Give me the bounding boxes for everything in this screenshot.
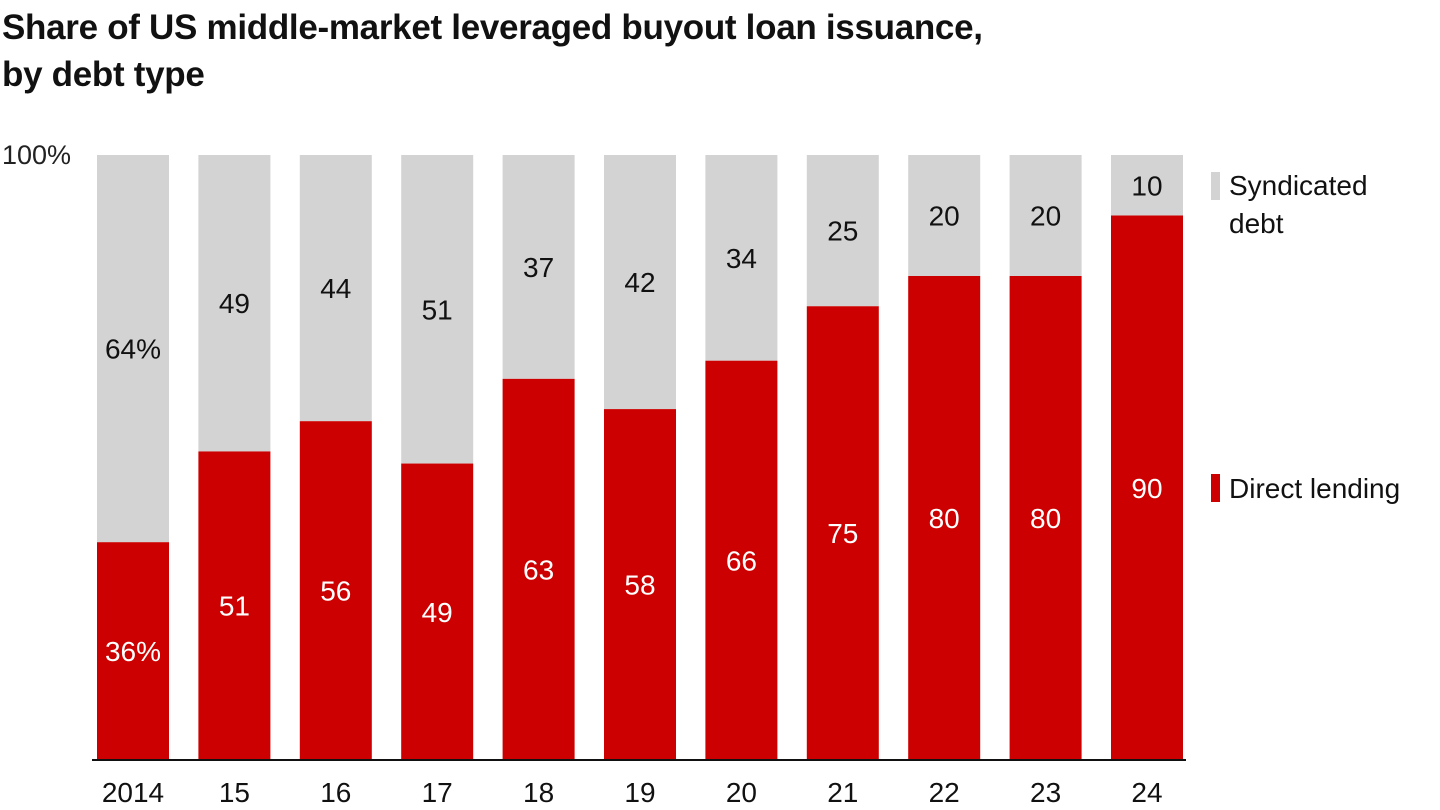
bar-syndicated-22 bbox=[908, 155, 981, 276]
chart-title-line-2: by debt type bbox=[2, 55, 205, 94]
label-direct-lending-2014: 36% bbox=[105, 636, 161, 667]
legend-label-syndicated-line-1: Syndicated bbox=[1229, 170, 1368, 201]
bars-group: 64% 36% 49 51 44 56 51 49 37 63 42 58 34 66 25 75 20 80 20… bbox=[97, 155, 1183, 760]
x-tick-16: 16 bbox=[320, 777, 351, 808]
label-syndicated-22: 20 bbox=[929, 201, 960, 232]
chart-title: Share of US middle-market leveraged buyo… bbox=[2, 4, 983, 98]
chart-title-line-1: Share of US middle-market leveraged buyo… bbox=[2, 8, 983, 47]
legend-swatch-direct-lending bbox=[1211, 474, 1220, 502]
bar-direct-lending-20 bbox=[705, 360, 778, 760]
bar-syndicated-21 bbox=[806, 155, 879, 307]
label-direct-lending-19: 58 bbox=[624, 570, 655, 601]
bar-direct-lending-15 bbox=[198, 451, 271, 760]
label-direct-lending-17: 49 bbox=[422, 597, 453, 628]
bar-syndicated-15 bbox=[198, 155, 271, 452]
bar-direct-lending-18 bbox=[502, 378, 575, 760]
bar-syndicated-2014 bbox=[97, 155, 169, 543]
x-tick-15: 15 bbox=[219, 777, 250, 808]
x-tick-19: 19 bbox=[624, 777, 655, 808]
label-direct-lending-16: 56 bbox=[320, 576, 351, 607]
label-direct-lending-20: 66 bbox=[726, 545, 757, 576]
label-syndicated-15: 49 bbox=[219, 288, 250, 319]
label-syndicated-21: 25 bbox=[827, 216, 858, 247]
bar-direct-lending-23 bbox=[1009, 276, 1082, 760]
legend-label-syndicated-line-2: debt bbox=[1229, 208, 1284, 239]
label-direct-lending-24: 90 bbox=[1131, 473, 1162, 504]
legend-label-direct-lending: Direct lending bbox=[1229, 473, 1400, 504]
bar-syndicated-18 bbox=[502, 155, 575, 379]
bar-syndicated-23 bbox=[1009, 155, 1082, 276]
label-syndicated-2014: 64% bbox=[105, 334, 161, 365]
x-tick-23: 23 bbox=[1030, 777, 1061, 808]
bar-syndicated-24 bbox=[1111, 155, 1183, 216]
label-syndicated-24: 10 bbox=[1131, 170, 1162, 201]
y-axis-top-label: 100% bbox=[2, 140, 71, 170]
label-syndicated-16: 44 bbox=[320, 273, 351, 304]
x-tick-22: 22 bbox=[929, 777, 960, 808]
label-syndicated-17: 51 bbox=[422, 294, 453, 325]
bar-direct-lending-24 bbox=[1111, 215, 1183, 760]
label-syndicated-20: 34 bbox=[726, 243, 757, 274]
bar-direct-lending-17 bbox=[401, 463, 474, 760]
bar-direct-lending-16 bbox=[299, 421, 372, 760]
bar-direct-lending-22 bbox=[908, 276, 981, 760]
x-tick-21: 21 bbox=[827, 777, 858, 808]
x-tick-20: 20 bbox=[726, 777, 757, 808]
legend-swatch-syndicated bbox=[1211, 172, 1220, 200]
label-syndicated-18: 37 bbox=[523, 252, 554, 283]
bar-direct-lending-19 bbox=[604, 409, 676, 760]
x-tick-24: 24 bbox=[1131, 777, 1162, 808]
label-direct-lending-15: 51 bbox=[219, 591, 250, 622]
bar-direct-lending-21 bbox=[806, 306, 879, 760]
bar-syndicated-17 bbox=[401, 155, 474, 464]
label-direct-lending-21: 75 bbox=[827, 518, 858, 549]
legend: Syndicated debt Direct lending bbox=[1211, 170, 1400, 504]
bar-syndicated-19 bbox=[604, 155, 676, 410]
x-tick-2014: 2014 bbox=[102, 777, 164, 808]
label-syndicated-19: 42 bbox=[624, 267, 655, 298]
label-syndicated-23: 20 bbox=[1030, 201, 1061, 232]
bar-syndicated-16 bbox=[299, 155, 372, 422]
bar-direct-lending-2014 bbox=[97, 542, 169, 760]
label-direct-lending-18: 63 bbox=[523, 554, 554, 585]
label-direct-lending-23: 80 bbox=[1030, 503, 1061, 534]
x-axis-tick-labels: 2014 15 16 17 18 19 20 21 22 23 24 bbox=[102, 777, 1163, 808]
x-tick-17: 17 bbox=[422, 777, 453, 808]
x-tick-18: 18 bbox=[523, 777, 554, 808]
label-direct-lending-22: 80 bbox=[929, 503, 960, 534]
bar-syndicated-20 bbox=[705, 155, 778, 361]
